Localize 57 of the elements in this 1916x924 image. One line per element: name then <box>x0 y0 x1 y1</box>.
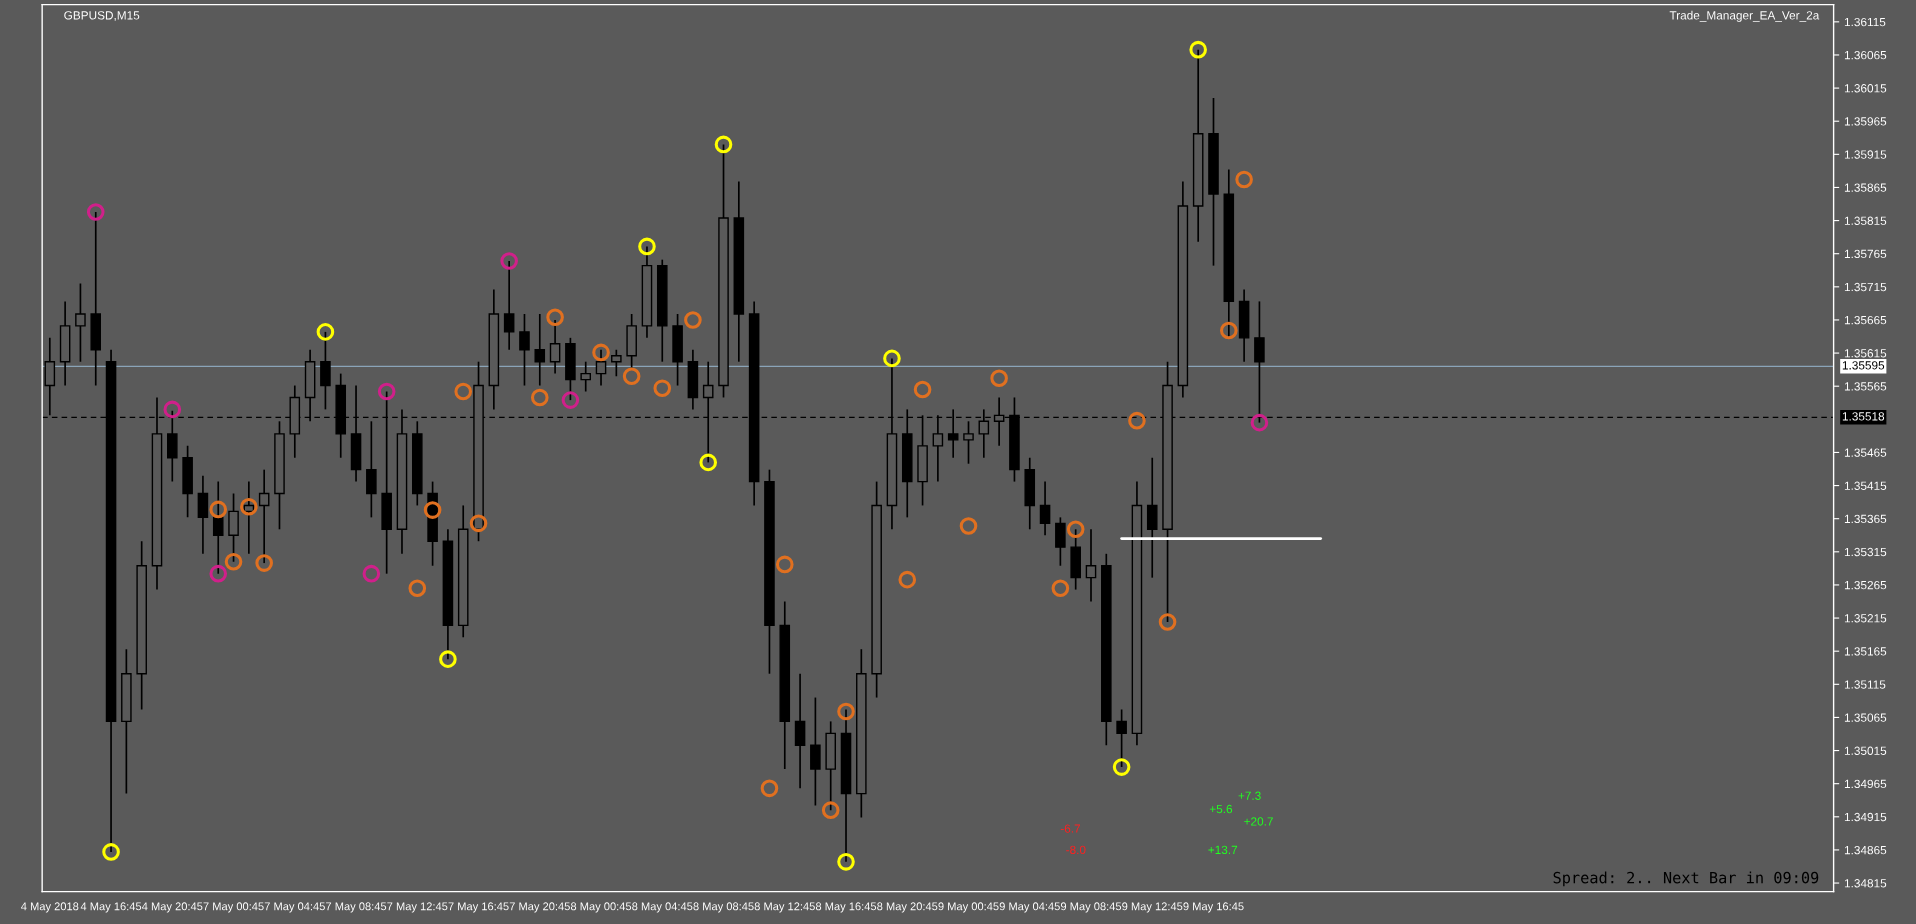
x-tick-label: 8 May 00:45 <box>570 902 632 913</box>
ref-line-label: 1.35595 <box>1842 361 1885 370</box>
y-tick-label: 1.35315 <box>1844 547 1887 557</box>
y-tick-label: 1.35715 <box>1844 282 1887 292</box>
y-tick-label: 1.34815 <box>1844 879 1887 888</box>
x-tick-label: 7 May 16:45 <box>448 902 509 913</box>
annotation: Trade_Manager_EA_Ver_2a <box>1669 10 1820 22</box>
x-tick-label: 8 May 16:45 <box>815 902 877 913</box>
y-tick-label: 1.35815 <box>1844 216 1887 225</box>
annotation: Spread: 2.. Next Bar in 09:09 <box>1553 871 1819 887</box>
y-tick-label: 1.35965 <box>1844 117 1887 126</box>
y-tick-label: 1.34915 <box>1844 812 1887 822</box>
annotation: +13.7 <box>1208 845 1238 855</box>
y-tick-label: 1.35615 <box>1844 349 1887 358</box>
y-tick-label: 1.35265 <box>1844 580 1887 590</box>
y-tick-label: 1.35015 <box>1844 746 1887 755</box>
x-tick-label: 4 May 20:45 <box>141 902 203 913</box>
x-tick-label: 9 May 12:45 <box>1122 902 1183 913</box>
y-tick-label: 1.34965 <box>1844 779 1887 789</box>
x-tick-label: 9 May 00:45 <box>938 902 999 913</box>
x-tick-label: 4 May 2018 <box>21 902 79 913</box>
x-tick-label: 8 May 20:45 <box>877 902 938 913</box>
y-tick-label: 1.36065 <box>1844 51 1887 60</box>
x-tick-label: 8 May 12:45 <box>754 902 815 913</box>
annotation: +7.3 <box>1238 791 1261 800</box>
y-tick-label: 1.35465 <box>1844 448 1887 457</box>
y-tick-label: 1.35365 <box>1844 514 1887 524</box>
x-tick-label: 8 May 04:45 <box>632 902 693 913</box>
y-tick-label: 1.35865 <box>1844 183 1887 192</box>
x-tick-label: 4 May 16:45 <box>80 902 142 913</box>
y-tick-label: 1.35765 <box>1844 249 1887 259</box>
x-tick-label: 7 May 20:45 <box>509 902 570 913</box>
x-tick-label: 9 May 04:45 <box>999 902 1060 913</box>
x-tick-label: 8 May 08:45 <box>693 902 754 913</box>
annotation: -6.7 <box>1060 824 1081 833</box>
annotation: +5.6 <box>1209 804 1233 814</box>
y-tick-label: 1.34865 <box>1844 845 1887 855</box>
y-tick-label: 1.35415 <box>1844 481 1887 490</box>
x-tick-label: 7 May 00:45 <box>203 902 264 913</box>
y-tick-label: 1.35215 <box>1844 614 1887 623</box>
x-tick-label: 9 May 08:45 <box>1060 902 1122 913</box>
x-tick-label: 7 May 12:45 <box>387 902 448 913</box>
y-tick-label: 1.35915 <box>1844 150 1887 159</box>
y-tick-label: 1.35065 <box>1844 713 1887 722</box>
x-tick-label: 7 May 08:45 <box>326 902 387 913</box>
y-tick-label: 1.35665 <box>1844 315 1887 325</box>
x-tick-label: 9 May 16:45 <box>1183 902 1244 913</box>
ref-line-label: 1.35518 <box>1842 412 1885 421</box>
y-tick-label: 1.36015 <box>1844 84 1887 93</box>
y-tick-label: 1.35165 <box>1844 647 1887 656</box>
chart-title: GBPUSD,M15 <box>64 11 140 21</box>
y-tick-label: 1.35115 <box>1844 680 1886 689</box>
y-tick-label: 1.36115 <box>1844 17 1886 27</box>
annotation: +20.7 <box>1244 817 1273 826</box>
x-tick-label: 7 May 04:45 <box>264 902 325 913</box>
annotation: -8.0 <box>1066 845 1086 855</box>
y-tick-label: 1.35565 <box>1844 382 1887 391</box>
